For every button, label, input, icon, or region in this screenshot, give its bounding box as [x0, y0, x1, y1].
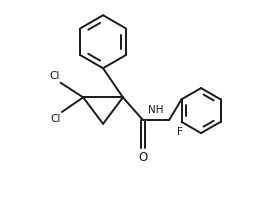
Text: F: F [177, 127, 183, 137]
Text: Cl: Cl [50, 114, 61, 124]
Text: Cl: Cl [49, 71, 59, 81]
Text: NH: NH [148, 105, 164, 115]
Text: O: O [138, 151, 147, 164]
